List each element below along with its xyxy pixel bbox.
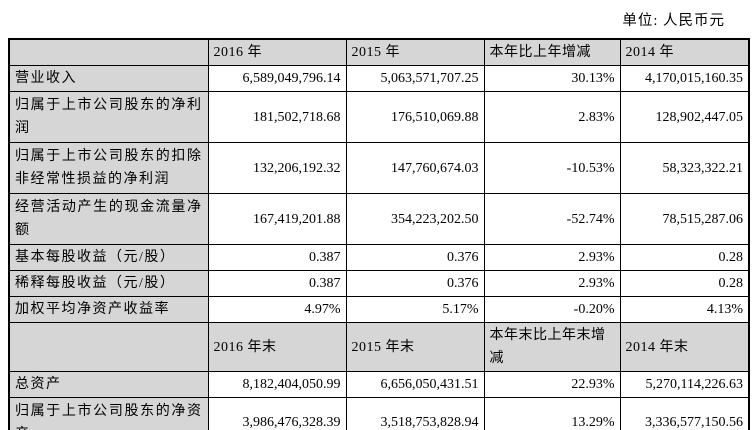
financial-summary-table: 2016 年 2015 年 本年比上年增减 2014 年 营业收入 6,589,… — [8, 38, 750, 430]
row-label-cell: 归属于上市公司股东的扣除非经常性损益的净利润 — [8, 142, 209, 194]
cell-2014: 0.28 — [619, 270, 750, 297]
cell-2014: 4,170,015,160.35 — [619, 65, 750, 92]
cell-change: -10.53% — [483, 142, 621, 194]
header-cell-2015: 2015 年 — [345, 38, 485, 66]
header-cell-yoy-change: 本年比上年增减 — [483, 38, 621, 66]
cell-2016: 4.97% — [207, 296, 347, 323]
row-label-cell: 加权平均净资产收益率 — [8, 296, 209, 323]
cell-2016: 3,986,476,328.39 — [207, 397, 347, 430]
cell-2015: 0.376 — [345, 244, 485, 271]
row-weighted-avg-roe: 加权平均净资产收益率 4.97% 5.17% -0.20% 4.13% — [8, 296, 750, 323]
cell-2014: 128,902,447.05 — [619, 91, 750, 143]
row-label-cell: 归属于上市公司股东的净利润 — [8, 91, 209, 143]
row-diluted-eps: 稀释每股收益（元/股） 0.387 0.376 2.93% 0.28 — [8, 270, 750, 297]
cell-change: 13.29% — [483, 397, 621, 430]
row-basic-eps: 基本每股收益（元/股） 0.387 0.376 2.93% 0.28 — [8, 244, 750, 271]
cell-2014: 4.13% — [619, 296, 750, 323]
cell-2014: 78,515,287.06 — [619, 193, 750, 245]
row-net-profit-deducting-non-recurring: 归属于上市公司股东的扣除非经常性损益的净利润 132,206,192.32 14… — [8, 142, 750, 194]
header-cell-blank — [8, 38, 209, 66]
cell-2014: 58,323,322.21 — [619, 142, 750, 194]
row-label-cell: 营业收入 — [8, 65, 209, 92]
cell-change: 2.83% — [483, 91, 621, 143]
row-net-assets-attributable: 归属于上市公司股东的净资产 3,986,476,328.39 3,518,753… — [8, 397, 750, 430]
header-cell-2015-year-end: 2015 年末 — [345, 322, 485, 372]
cell-2015: 354,223,202.50 — [345, 193, 485, 245]
cell-2016: 132,206,192.32 — [207, 142, 347, 194]
row-total-assets: 总资产 8,182,404,050.99 6,656,050,431.51 22… — [8, 371, 750, 398]
cell-2015: 0.376 — [345, 270, 485, 297]
cell-change: -52.74% — [483, 193, 621, 245]
header-cell-2014: 2014 年 — [619, 38, 750, 66]
header-cell-2016: 2016 年 — [207, 38, 347, 66]
cell-2014: 5,270,114,226.63 — [619, 371, 750, 398]
header-row-annual: 2016 年 2015 年 本年比上年增减 2014 年 — [8, 38, 750, 66]
cell-2016: 167,419,201.88 — [207, 193, 347, 245]
row-label-cell: 总资产 — [8, 371, 209, 398]
cell-2016: 0.387 — [207, 270, 347, 297]
cell-2015: 6,656,050,431.51 — [345, 371, 485, 398]
cell-2016: 181,502,718.68 — [207, 91, 347, 143]
header-cell-year-end-change: 本年末比上年末增减 — [483, 322, 621, 372]
unit-label: 单位: 人民币元 — [622, 13, 725, 29]
cell-change: 22.93% — [483, 371, 621, 398]
row-operating-cash-flow: 经营活动产生的现金流量净额 167,419,201.88 354,223,202… — [8, 193, 750, 245]
row-label-cell: 经营活动产生的现金流量净额 — [8, 193, 209, 245]
header-cell-blank — [8, 322, 209, 372]
row-net-profit-attributable: 归属于上市公司股东的净利润 181,502,718.68 176,510,069… — [8, 91, 750, 143]
cell-change: 2.93% — [483, 270, 621, 297]
row-label-cell: 归属于上市公司股东的净资产 — [8, 397, 209, 430]
cell-2014: 0.28 — [619, 244, 750, 271]
cell-2016: 8,182,404,050.99 — [207, 371, 347, 398]
cell-change: 30.13% — [483, 65, 621, 92]
cell-2015: 176,510,069.88 — [345, 91, 485, 143]
cell-2015: 5,063,571,707.25 — [345, 65, 485, 92]
cell-change: -0.20% — [483, 296, 621, 323]
cell-2016: 6,589,049,796.14 — [207, 65, 347, 92]
cell-2015: 147,760,674.03 — [345, 142, 485, 194]
cell-2014: 3,336,577,150.56 — [619, 397, 750, 430]
header-cell-2014-year-end: 2014 年末 — [619, 322, 750, 372]
row-operating-revenue: 营业收入 6,589,049,796.14 5,063,571,707.25 3… — [8, 65, 750, 92]
cell-change: 2.93% — [483, 244, 621, 271]
cell-2015: 3,518,753,828.94 — [345, 397, 485, 430]
row-label-cell: 稀释每股收益（元/股） — [8, 270, 209, 297]
row-label-cell: 基本每股收益（元/股） — [8, 244, 209, 271]
cell-2015: 5.17% — [345, 296, 485, 323]
header-cell-2016-year-end: 2016 年末 — [207, 322, 347, 372]
cell-2016: 0.387 — [207, 244, 347, 271]
header-row-year-end: 2016 年末 2015 年末 本年末比上年末增减 2014 年末 — [8, 322, 750, 372]
